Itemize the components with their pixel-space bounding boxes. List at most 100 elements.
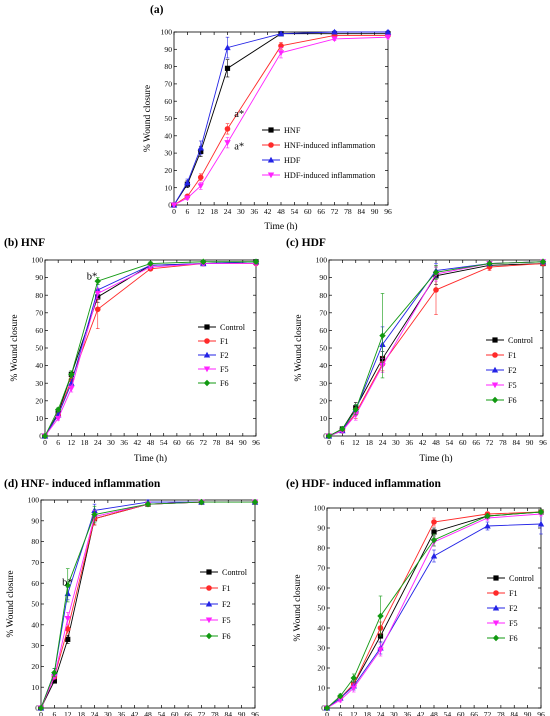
data-point: [64, 616, 71, 622]
x-tick-label: 18: [210, 207, 218, 216]
legend-label: F1: [222, 584, 231, 593]
legend-label: F6: [220, 379, 229, 388]
data-point: [251, 498, 259, 506]
data-point: [197, 174, 204, 181]
data-point: [331, 36, 338, 43]
y-tick-label: 20: [164, 166, 172, 175]
x-tick-label: 84: [224, 710, 232, 716]
data-point: [352, 412, 359, 419]
x-tick-label: 60: [459, 438, 467, 447]
x-tick-label: 90: [371, 207, 379, 216]
data-point: [54, 406, 62, 413]
legend-marker: [492, 620, 500, 627]
y-tick-label: 10: [319, 414, 327, 423]
legend-entry: F6: [486, 396, 517, 405]
data-point: [94, 277, 101, 285]
data-point: [431, 529, 437, 535]
data-point: [384, 34, 392, 41]
y-tick-label: 30: [319, 379, 327, 388]
chart-panel-a: (a)0 6 12 18 24 30 36 42 48 54 60 66 72 78 84 90 9601020…: [143, 4, 392, 232]
x-tick-label: 66: [186, 438, 194, 447]
panel-title: (b) HNF: [4, 237, 45, 249]
legend-marker: [203, 351, 211, 358]
x-tick-label: 66: [317, 207, 325, 216]
x-tick-label: 30: [237, 207, 245, 216]
x-tick-label: 24: [224, 207, 232, 216]
legend-entry: F1: [487, 589, 518, 598]
x-tick-label: 60: [457, 710, 465, 716]
data-point: [197, 183, 204, 190]
y-tick-label: 50: [35, 344, 43, 353]
y-tick-label: 60: [164, 97, 172, 106]
significance-annotation: b*: [62, 577, 72, 588]
y-tick-label: 90: [35, 273, 43, 282]
legend-entry: F6: [487, 634, 518, 643]
data-point: [537, 520, 545, 527]
y-tick-label: 90: [317, 524, 325, 533]
legend-marker: [492, 634, 500, 642]
y-tick-label: 30: [31, 641, 39, 650]
x-tick-label: 24: [94, 438, 102, 447]
data-point: [337, 692, 344, 700]
legend-marker: [493, 575, 499, 581]
legend-label: Control: [222, 568, 248, 577]
x-tick-label: 0: [39, 710, 43, 716]
data-point: [377, 647, 384, 654]
x-tick-label: 48: [147, 438, 155, 447]
y-tick-label: 40: [31, 620, 39, 629]
data-point: [433, 287, 439, 293]
x-tick-label: 24: [377, 710, 385, 716]
y-tick-label: 50: [317, 604, 325, 613]
legend-marker: [268, 142, 274, 148]
y-axis-label: % Wound closure: [6, 570, 16, 637]
legend-marker: [491, 366, 499, 373]
legend-entry: F5: [200, 616, 231, 625]
legend-label: F5: [508, 381, 517, 390]
series-line: [44, 261, 256, 437]
y-tick-label: 90: [319, 273, 327, 282]
x-tick-label: 54: [291, 207, 299, 216]
legend-label: Control: [508, 336, 534, 345]
x-tick-label: 90: [524, 710, 532, 716]
data-point: [537, 508, 545, 516]
data-point: [184, 179, 191, 186]
data-point: [484, 512, 491, 520]
data-point: [252, 258, 260, 265]
data-point: [68, 371, 75, 378]
legend-entry: F5: [198, 365, 229, 374]
y-tick-label: 100: [161, 28, 173, 37]
y-tick-label: 100: [28, 496, 40, 505]
series-hnf-induced-inflammation: [171, 32, 391, 208]
y-tick-label: 80: [35, 291, 43, 300]
y-tick-label: 0: [323, 432, 327, 441]
y-tick-label: 60: [319, 326, 327, 335]
legend-label: F5: [220, 365, 229, 374]
x-tick-label: 36: [405, 438, 413, 447]
x-tick-label: 84: [357, 207, 365, 216]
x-tick-label: 90: [526, 438, 534, 447]
y-tick-label: 30: [317, 644, 325, 653]
legend-label: F2: [509, 604, 518, 613]
x-tick-label: 18: [81, 438, 89, 447]
x-tick-label: 66: [470, 710, 478, 716]
data-point: [486, 260, 493, 267]
series-f1: [42, 260, 259, 439]
x-tick-label: 36: [117, 710, 125, 716]
x-tick-label: 30: [107, 438, 115, 447]
data-point: [94, 290, 101, 297]
data-point: [384, 28, 392, 35]
x-tick-label: 78: [211, 710, 219, 716]
x-tick-label: 84: [510, 710, 518, 716]
x-tick-label: 0: [325, 710, 329, 716]
data-point: [54, 415, 62, 422]
y-tick-label: 40: [319, 361, 327, 370]
plot-frame: [44, 259, 257, 437]
legend-label: F1: [220, 337, 229, 346]
y-tick-label: 50: [164, 114, 172, 123]
y-tick-label: 20: [319, 396, 327, 405]
legend-label: F5: [222, 616, 231, 625]
y-tick-label: 80: [31, 537, 39, 546]
legend-marker: [204, 324, 210, 330]
x-tick-label: 48: [144, 710, 152, 716]
